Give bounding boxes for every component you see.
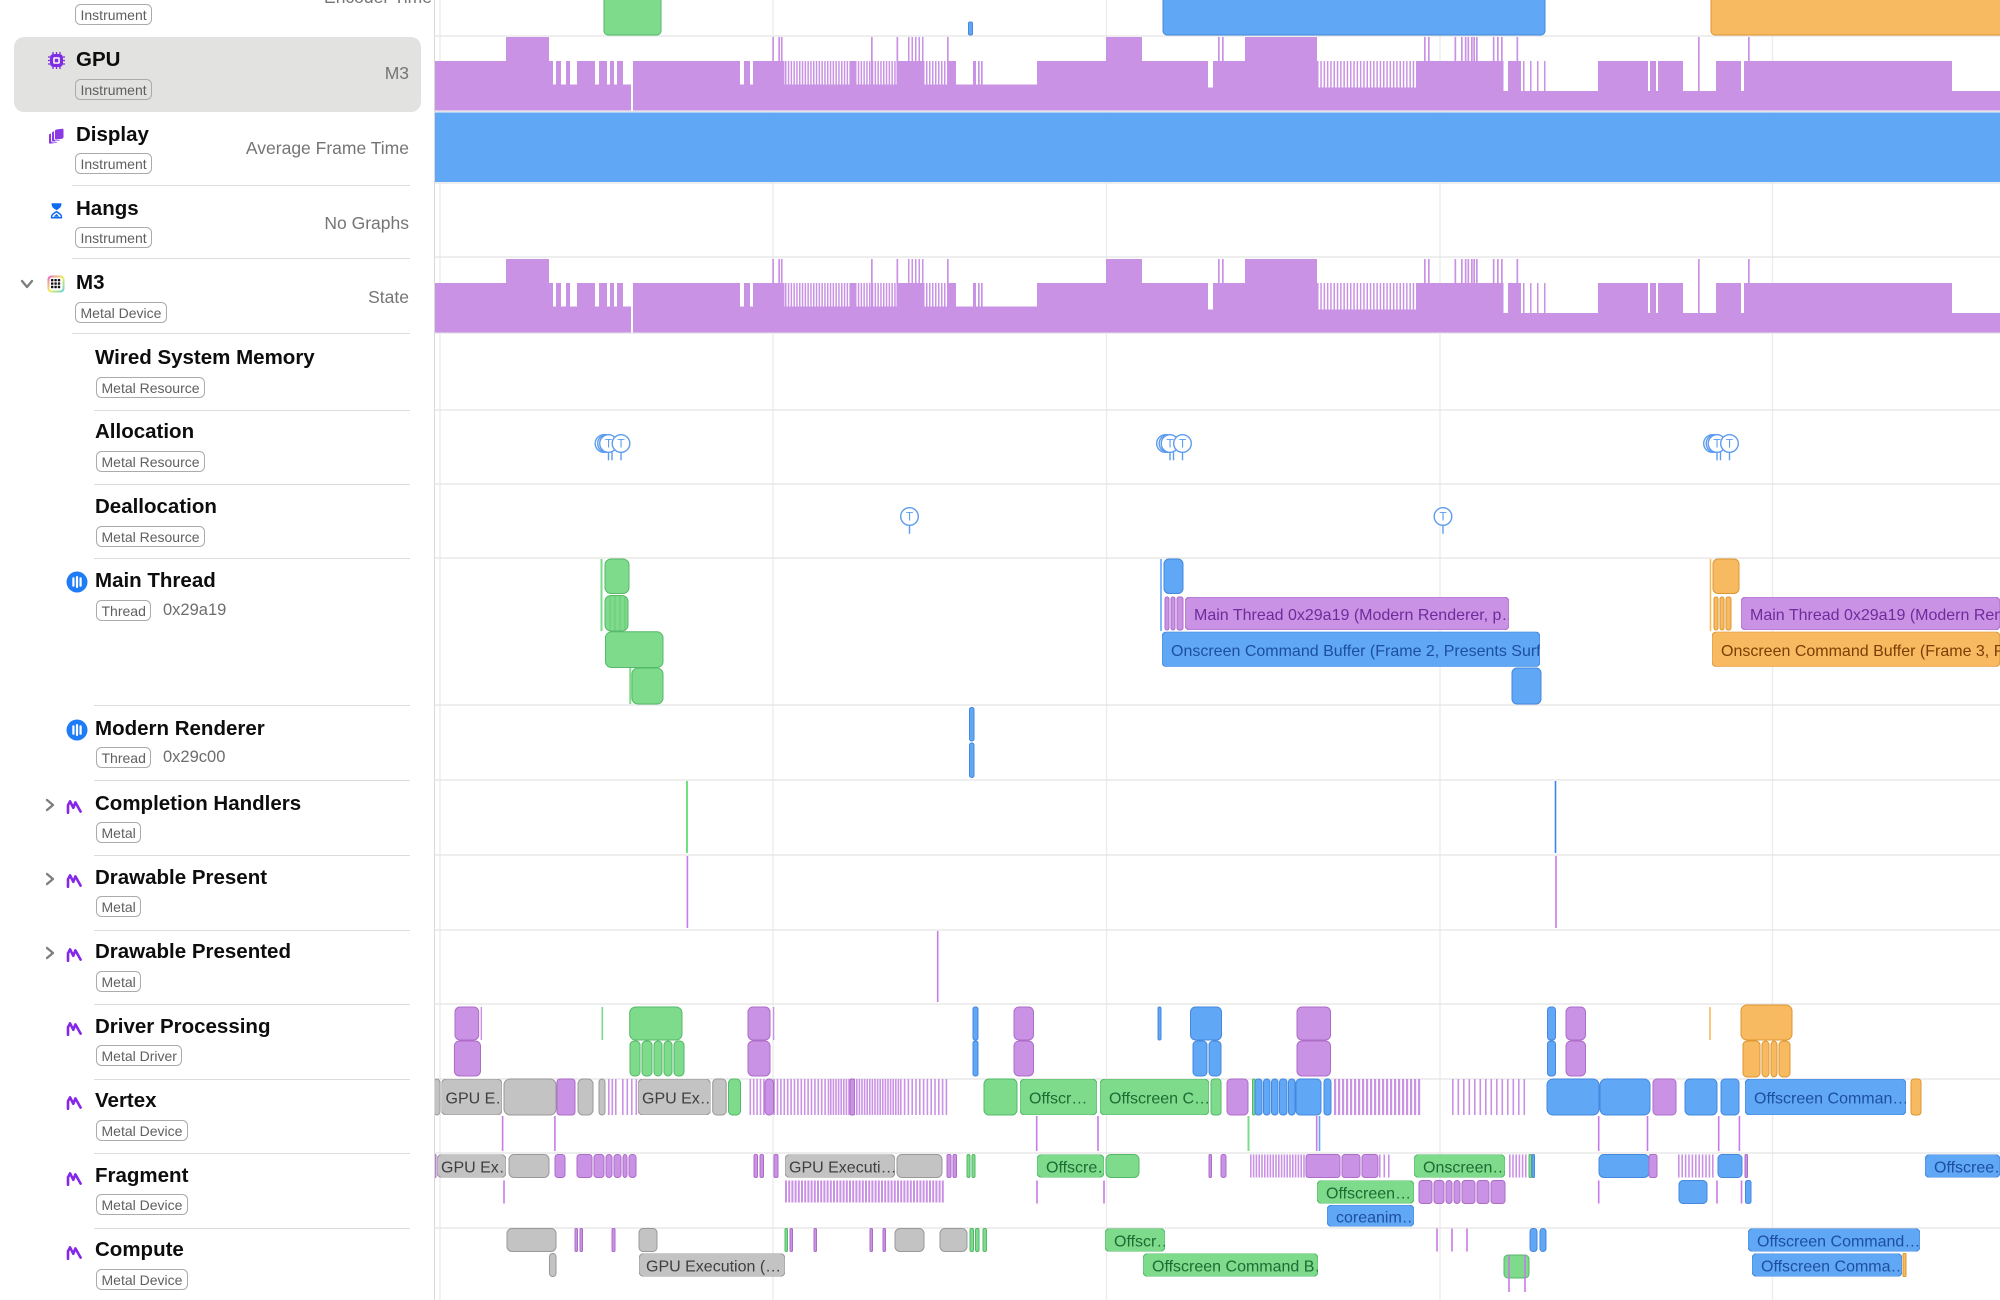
svg-text:GPU Executi…: GPU Executi… [789,1160,897,1177]
svg-text:T: T [605,437,613,451]
svg-text:T: T [906,510,914,524]
svg-text:Offscre…: Offscre… [1046,1160,1113,1177]
svg-text:Offscree…: Offscree… [1934,1160,2000,1177]
svg-text:Offscreen Comman…: Offscreen Comman… [1754,1091,1908,1108]
svg-text:Onscreen…: Onscreen… [1423,1160,1508,1177]
svg-text:Offscr…: Offscr… [1029,1091,1087,1108]
svg-text:Offscreen C…: Offscreen C… [1109,1091,1210,1108]
svg-text:GPU Ex…: GPU Ex… [441,1160,515,1177]
svg-text:T: T [1726,437,1734,451]
svg-text:Main Thread 0x29a19 (Modern Re: Main Thread 0x29a19 (Modern Rend… [1750,607,2000,624]
svg-text:T: T [1439,510,1447,524]
svg-text:Offscreen Command…: Offscreen Command… [1757,1234,1920,1251]
svg-text:Main Thread 0x29a19 (Modern Re: Main Thread 0x29a19 (Modern Renderer, p… [1194,607,1517,624]
svg-text:Onscreen Command Buffer (Frame: Onscreen Command Buffer (Frame 3, Pre… [1721,643,2000,660]
svg-text:Offscreen Command B…: Offscreen Command B… [1152,1259,1330,1276]
svg-text:Offscreen Comma…: Offscreen Comma… [1761,1259,1907,1276]
svg-text:GPU Execution (…: GPU Execution (… [646,1259,781,1276]
svg-text:Offscreen…: Offscreen… [1326,1186,1411,1203]
svg-text:Onscreen Command Buffer (Frame: Onscreen Command Buffer (Frame 2, Presen… [1171,643,1557,660]
svg-text:T: T [617,437,625,451]
svg-text:T: T [1179,437,1187,451]
svg-text:GPU E…: GPU E… [446,1091,512,1108]
svg-text:T: T [1166,437,1174,451]
svg-text:T: T [1713,437,1721,451]
svg-text:coreanim…: coreanim… [1336,1210,1418,1227]
svg-text:Offscr…: Offscr… [1114,1234,1172,1251]
svg-text:GPU Ex…: GPU Ex… [642,1091,716,1108]
